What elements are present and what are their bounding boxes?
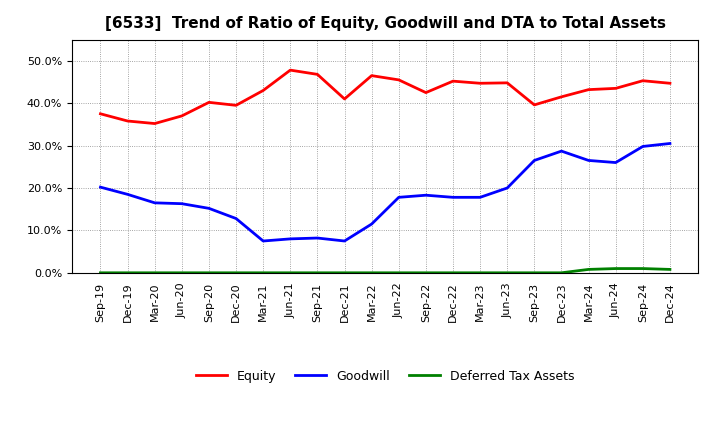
Line: Equity: Equity	[101, 70, 670, 124]
Equity	[204, 100, 213, 105]
Equity	[178, 113, 186, 118]
Equity	[449, 78, 457, 84]
Equity	[286, 67, 294, 73]
Deferred Tax Assets	[395, 270, 403, 275]
Goodwill	[611, 160, 620, 165]
Equity	[639, 78, 647, 83]
Equity	[341, 96, 349, 102]
Equity	[367, 73, 376, 78]
Goodwill	[421, 193, 430, 198]
Goodwill	[286, 236, 294, 242]
Goodwill	[639, 144, 647, 149]
Deferred Tax Assets	[611, 266, 620, 271]
Deferred Tax Assets	[665, 267, 674, 272]
Equity	[530, 102, 539, 107]
Goodwill	[449, 194, 457, 200]
Deferred Tax Assets	[123, 270, 132, 275]
Equity	[123, 118, 132, 124]
Goodwill	[259, 238, 268, 244]
Goodwill	[665, 141, 674, 146]
Goodwill	[395, 194, 403, 200]
Equity	[395, 77, 403, 83]
Deferred Tax Assets	[367, 270, 376, 275]
Goodwill	[503, 185, 511, 191]
Deferred Tax Assets	[341, 270, 349, 275]
Equity	[313, 72, 322, 77]
Equity	[259, 88, 268, 93]
Deferred Tax Assets	[584, 267, 593, 272]
Equity	[557, 94, 566, 99]
Deferred Tax Assets	[313, 270, 322, 275]
Goodwill	[584, 158, 593, 163]
Goodwill	[96, 184, 105, 190]
Deferred Tax Assets	[557, 270, 566, 275]
Equity	[421, 90, 430, 95]
Deferred Tax Assets	[449, 270, 457, 275]
Goodwill	[232, 216, 240, 221]
Goodwill	[530, 158, 539, 163]
Equity	[611, 86, 620, 91]
Goodwill	[178, 201, 186, 206]
Equity	[584, 87, 593, 92]
Goodwill	[367, 221, 376, 227]
Equity	[476, 81, 485, 86]
Equity	[150, 121, 159, 126]
Legend: Equity, Goodwill, Deferred Tax Assets: Equity, Goodwill, Deferred Tax Assets	[191, 365, 580, 388]
Goodwill	[150, 200, 159, 205]
Deferred Tax Assets	[96, 270, 105, 275]
Goodwill	[341, 238, 349, 244]
Equity	[665, 81, 674, 86]
Deferred Tax Assets	[639, 266, 647, 271]
Equity	[232, 103, 240, 108]
Deferred Tax Assets	[259, 270, 268, 275]
Goodwill	[476, 194, 485, 200]
Deferred Tax Assets	[286, 270, 294, 275]
Deferred Tax Assets	[503, 270, 511, 275]
Goodwill	[204, 206, 213, 211]
Equity	[503, 80, 511, 85]
Deferred Tax Assets	[204, 270, 213, 275]
Line: Deferred Tax Assets: Deferred Tax Assets	[101, 268, 670, 273]
Deferred Tax Assets	[530, 270, 539, 275]
Deferred Tax Assets	[232, 270, 240, 275]
Title: [6533]  Trend of Ratio of Equity, Goodwill and DTA to Total Assets: [6533] Trend of Ratio of Equity, Goodwil…	[104, 16, 666, 32]
Goodwill	[313, 235, 322, 241]
Line: Goodwill: Goodwill	[101, 143, 670, 241]
Deferred Tax Assets	[476, 270, 485, 275]
Equity	[96, 111, 105, 117]
Deferred Tax Assets	[178, 270, 186, 275]
Goodwill	[123, 192, 132, 197]
Deferred Tax Assets	[421, 270, 430, 275]
Deferred Tax Assets	[150, 270, 159, 275]
Goodwill	[557, 148, 566, 154]
